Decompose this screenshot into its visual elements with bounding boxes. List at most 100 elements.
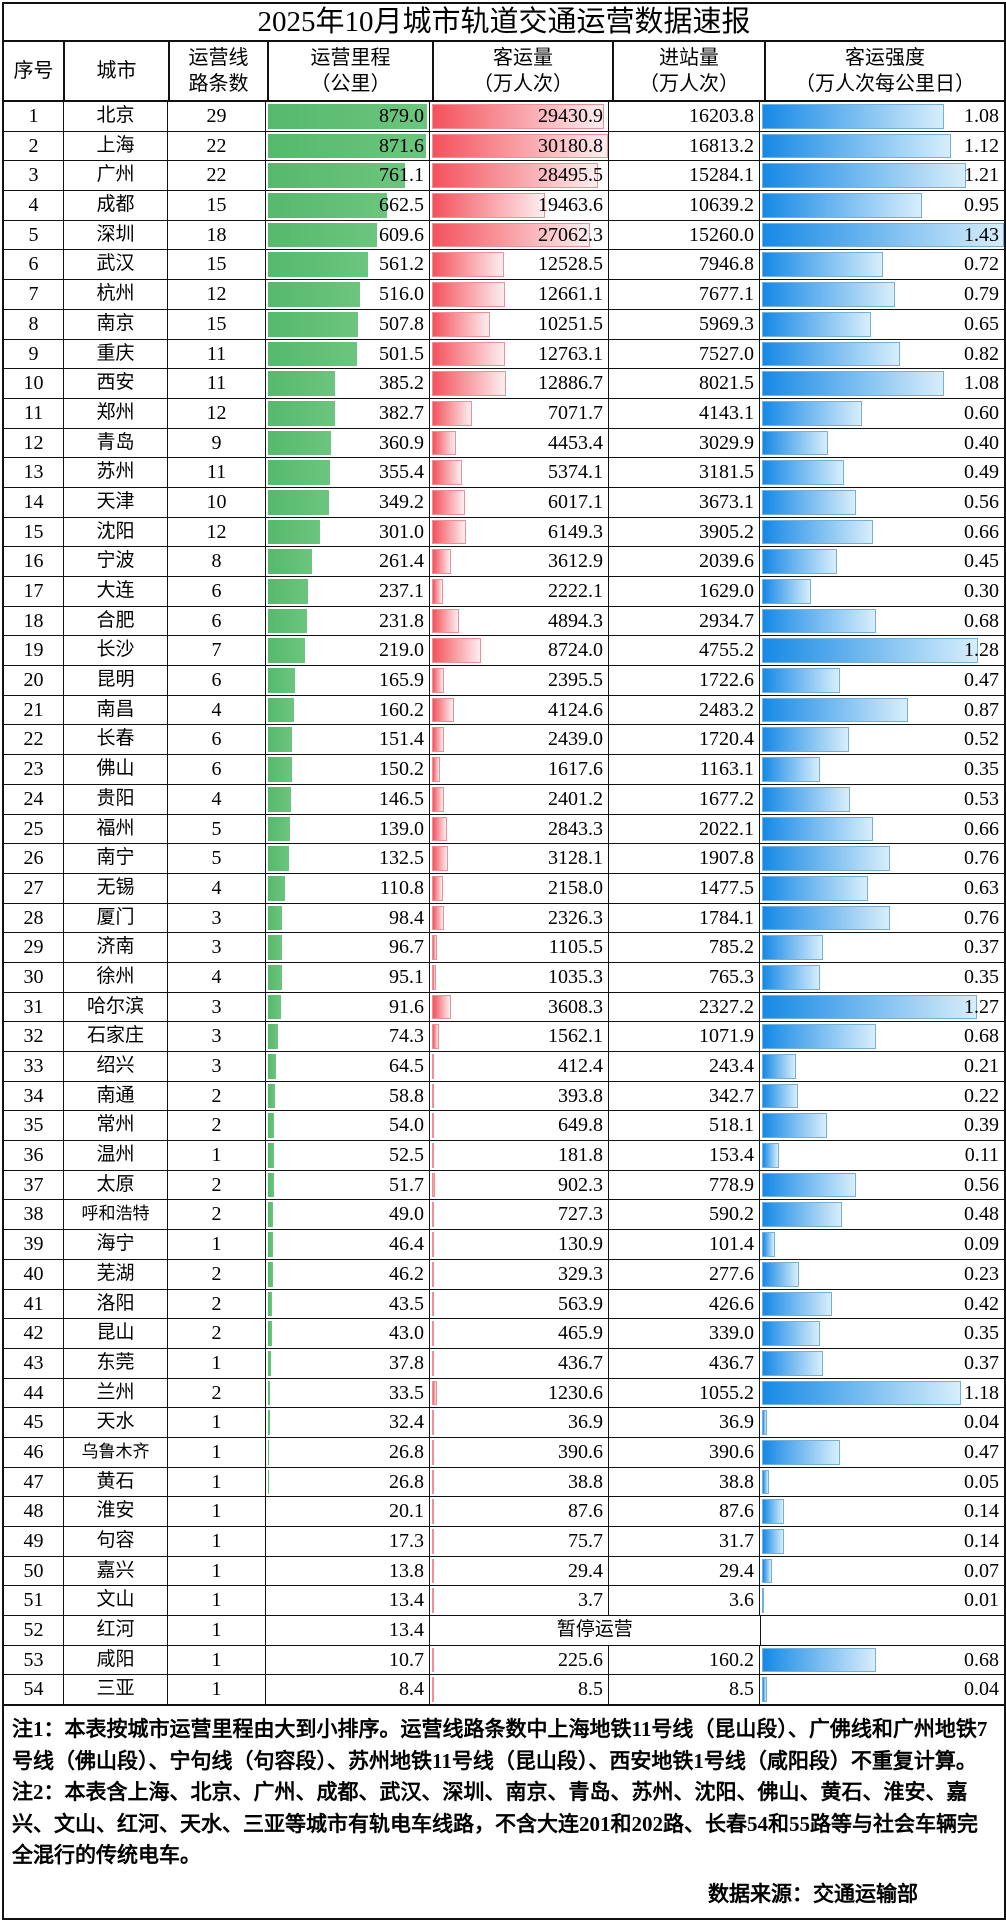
lines-cell: 2 [167,1319,265,1348]
column-header-label: 序号 [13,60,54,82]
volume-cell-bar [432,1499,434,1524]
rank-cell: 48 [23,1500,44,1523]
rank-cell: 37 [23,1173,44,1196]
volume-cell-bar [432,757,440,782]
intensity-cell-value: 0.14 [964,1530,999,1552]
lines-cell: 1 [167,1408,265,1437]
footnote-2: 注2：本表含上海、北京、广州、成都、武汉、深圳、南京、青岛、苏州、沈阳、佛山、黄… [12,1780,978,1868]
volume-cell-bar [432,133,608,159]
intensity-cell: 0.47 [759,1437,1004,1467]
mileage-cell-value: 261.4 [379,550,424,573]
mileage-cell: 761.1 [265,161,429,191]
table-row: 5 深圳 18 609.6 27062.3 15260.0 1.43 [4,220,1004,251]
entries-value: 160.2 [709,1648,754,1671]
intensity-cell-value: 0.01 [964,1589,999,1612]
volume-cell-bar [432,1380,438,1406]
mileage-cell-value: 165.9 [379,669,424,692]
mileage-cell-bar [268,935,282,960]
mileage-cell-bar [268,1024,278,1049]
mileage-cell-value: 20.1 [389,1500,424,1523]
entries-cell: 1677.2 [608,784,759,814]
table-row: 43 东莞 1 37.8 436.7 436.7 0.37 [4,1348,1004,1379]
rank-cell: 12 [23,431,44,454]
intensity-cell-value: 0.23 [964,1262,999,1285]
entries-value: 10639.2 [689,194,754,217]
intensity-cell-bar [762,1647,877,1673]
mileage-cell-value: 146.5 [379,787,424,810]
mileage-cell-bar [268,1202,274,1228]
mileage-cell-value: 96.7 [389,936,424,959]
entries-value: 339.0 [709,1322,754,1345]
city-cell: 石家庄 [63,1022,167,1051]
volume-cell-value: 12763.1 [538,342,603,365]
volume-cell: 6149.3 [429,517,608,547]
mileage-cell: 301.0 [265,517,429,547]
table-row: 14 天津 10 349.2 6017.1 3673.1 0.56 [4,487,1004,518]
table-row: 9 重庆 11 501.5 12763.1 7527.0 0.82 [4,339,1004,370]
mileage-cell-bar [268,1172,274,1198]
volume-cell: 2158.0 [429,873,608,903]
mileage-cell: 662.5 [265,191,429,220]
mileage-cell-value: 64.5 [389,1055,424,1077]
city-cell: 长春 [63,725,167,755]
volume-cell-bar [432,104,604,129]
table-row: 51 文山 1 13.4 3.7 3.6 0.01 [4,1586,1004,1617]
intensity-cell-bar [762,1588,764,1614]
volume-cell-value: 10251.5 [538,312,603,335]
volume-cell-value: 181.8 [558,1144,603,1167]
mileage-cell: 231.8 [265,606,429,636]
intensity-cell-value: 1.27 [964,995,999,1018]
mileage-cell-bar [268,994,281,1020]
mileage-cell-bar [268,549,313,574]
suspended-cell: 暂停运营 [429,1616,760,1645]
intensity-cell: 0.21 [759,1052,1004,1081]
lines-cell: 6 [167,725,265,755]
entries-value: 426.6 [709,1292,754,1315]
rank-cell: 42 [23,1322,44,1345]
volume-cell: 12528.5 [429,250,608,280]
intensity-cell-value: 0.66 [964,817,999,840]
volume-cell: 3.7 [429,1586,608,1616]
mileage-cell: 609.6 [265,220,429,250]
table-row: 23 佛山 6 150.2 1617.6 1163.1 0.35 [4,755,1004,785]
rank-cell: 24 [23,787,44,810]
intensity-cell-value: 0.68 [964,609,999,632]
intensity-cell-value: 0.48 [964,1203,999,1226]
volume-cell: 649.8 [429,1111,608,1141]
mileage-cell-bar [268,727,293,753]
volume-cell-value: 393.8 [558,1084,603,1107]
volume-cell-bar [432,460,462,485]
intensity-cell: 0.35 [759,755,1004,784]
rank-cell: 39 [23,1233,44,1256]
volume-cell-value: 2222.1 [548,580,603,602]
volume-cell: 10251.5 [429,309,608,339]
volume-cell: 12661.1 [429,280,608,309]
lines-cell: 4 [167,695,265,725]
lines-cell: 15 [167,250,265,280]
city-cell: 宁波 [63,547,167,576]
intensity-cell-value: 0.72 [964,253,999,276]
lines-cell: 18 [167,220,265,250]
volume-cell-bar [432,371,506,396]
entries-cell: 342.7 [608,1081,759,1111]
mileage-cell: 13.4 [265,1616,429,1645]
volume-cell-bar [432,1054,434,1079]
rank-cell: 14 [23,490,44,513]
mileage-cell-value: 360.9 [379,431,424,454]
mileage-cell: 139.0 [265,814,429,844]
volume-cell: 36.9 [429,1408,608,1437]
volume-cell-value: 29.4 [568,1559,603,1582]
volume-cell: 2843.3 [429,814,608,844]
entries-cell: 1907.8 [608,844,759,873]
entries-value: 15284.1 [689,164,754,187]
entries-cell: 16203.8 [608,102,759,131]
intensity-cell-value: 0.09 [964,1233,999,1256]
mileage-cell-value: 13.8 [389,1559,424,1582]
city-cell: 长沙 [63,636,167,666]
city-cell: 黄石 [63,1467,167,1497]
table-row: 41 洛阳 2 43.5 563.9 426.6 0.42 [4,1289,1004,1320]
city-cell: 成都 [63,191,167,220]
intensity-cell: 0.52 [759,725,1004,755]
city-cell: 青岛 [63,428,167,458]
